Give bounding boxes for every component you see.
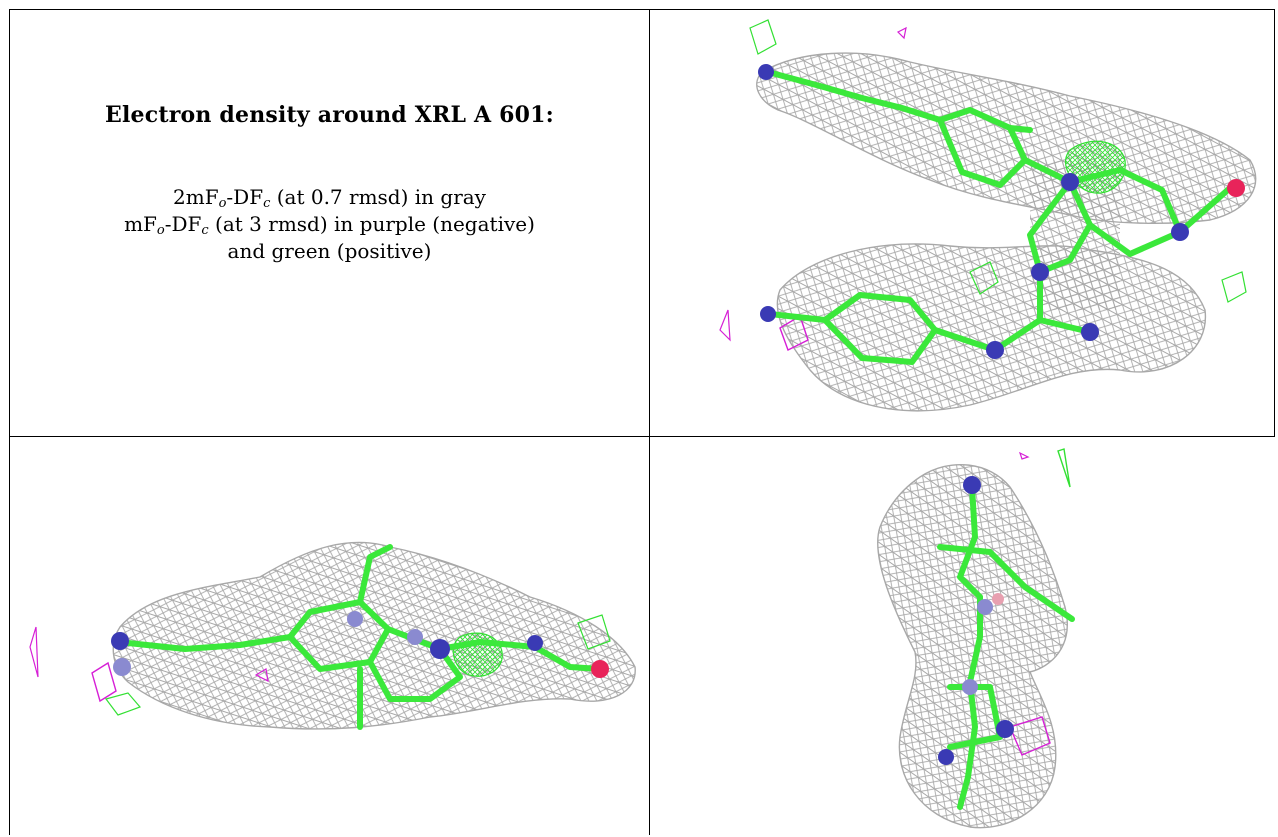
oxygen-atom-top-right bbox=[1227, 179, 1245, 197]
ligand-sticks-bottom-right bbox=[937, 484, 1075, 810]
purple-negative-left bbox=[29, 626, 39, 678]
density-panel-top-right bbox=[650, 10, 1274, 436]
table-center-border bbox=[649, 9, 650, 835]
legend-line-2fofc: 2mFo-DFc (at 0.7 rmsd) in gray bbox=[173, 185, 486, 211]
figure-title: Electron density around XRL A 601: bbox=[105, 102, 554, 128]
density-panel-bottom-right bbox=[650, 437, 1275, 835]
purple-negative-small bbox=[254, 668, 269, 683]
green-positive-corner bbox=[749, 19, 777, 55]
gray-mesh-body bbox=[112, 541, 636, 730]
green-positive-top bbox=[1057, 448, 1071, 488]
density-image-bottom-right bbox=[877, 448, 1075, 829]
table-top-border bbox=[9, 9, 1275, 10]
green-positive-small bbox=[969, 261, 999, 295]
nitrogen-atoms-bottom-left bbox=[111, 632, 543, 659]
oxygen-atom-bottom-left bbox=[591, 660, 609, 678]
gray-mesh-upper bbox=[756, 52, 1257, 224]
table-middle-border bbox=[9, 436, 1275, 437]
density-panel-bottom-left bbox=[10, 437, 649, 835]
table-right-border bbox=[1274, 9, 1275, 436]
gray-mesh-bridge bbox=[1030, 160, 1120, 310]
gray-mesh-lower bbox=[776, 243, 1207, 412]
figure-table: Electron density around XRL A 601: 2mFo-… bbox=[9, 9, 1275, 835]
density-image-top-right bbox=[719, 19, 1257, 412]
oxygen-atom-bottom-right bbox=[992, 593, 1004, 605]
density-image-bottom-left bbox=[29, 541, 636, 730]
table-left-border bbox=[9, 9, 10, 835]
nitrogen-atoms-faded bbox=[113, 611, 423, 676]
purple-negative-top bbox=[896, 26, 907, 40]
green-positive-right bbox=[1221, 271, 1247, 303]
green-positive-low bbox=[104, 692, 142, 716]
purple-negative-blob bbox=[91, 661, 117, 703]
caption-cell: Electron density around XRL A 601: 2mFo-… bbox=[10, 10, 649, 436]
nitrogen-atoms-faded bbox=[962, 599, 993, 695]
legend-text: 2mFo-DFc (at 0.7 rmsd) in gray mFo-DFc (… bbox=[124, 184, 535, 265]
nitrogen-atoms-bottom-right bbox=[938, 476, 1014, 765]
purple-negative-blob bbox=[1009, 716, 1051, 756]
gray-mesh-body bbox=[877, 464, 1068, 829]
legend-line-positive: and green (positive) bbox=[227, 239, 432, 263]
purple-negative-blob bbox=[779, 314, 809, 351]
purple-negative-left bbox=[719, 309, 731, 342]
green-positive-right bbox=[577, 614, 611, 650]
legend-line-fofc: mFo-DFc (at 3 rmsd) in purple (negative) bbox=[124, 212, 535, 238]
nitrogen-atoms-top-right bbox=[758, 64, 1189, 359]
ligand-sticks-top-right bbox=[765, 69, 1233, 365]
purple-negative-top bbox=[1018, 451, 1030, 460]
